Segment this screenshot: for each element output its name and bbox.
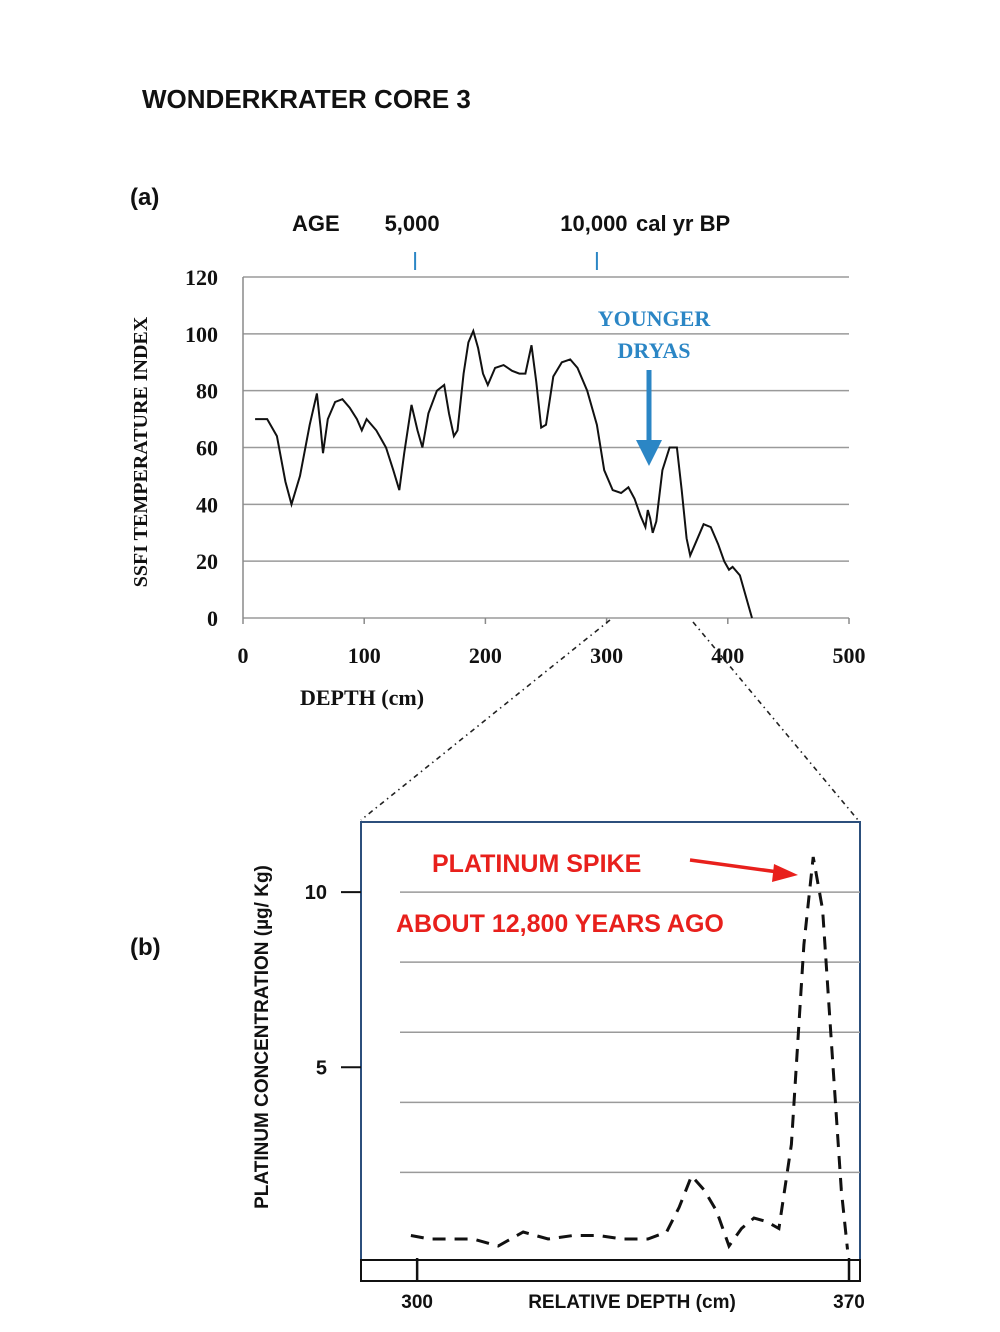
panel-a-y-tick-label: 100 (185, 322, 218, 347)
younger-dryas-label-line1: YOUNGER (598, 306, 712, 331)
panel-a-y-axis-label: SSFI TEMPERATURE INDEX (130, 316, 152, 587)
age-axis-tick-label: 5,000 (385, 211, 440, 236)
platinum-spike-age-label: ABOUT 12,800 YEARS AGO (396, 910, 724, 938)
platinum-spike-label: PLATINUM SPIKE (432, 850, 641, 878)
panel-b-frame (360, 821, 861, 1261)
platinum-spike-arrow (689, 858, 798, 882)
figure-title: WONDERKRATER CORE 3 (142, 84, 471, 114)
panel-a-y-tick-label: 0 (207, 606, 218, 631)
panel-b-x-axis-bar (360, 1259, 861, 1282)
panel-a-gridlines (243, 276, 849, 619)
panel-b-x-tick-label: 370 (833, 1292, 865, 1313)
panel-b-y-ticks: 5 10 (305, 882, 361, 1079)
panel-a-y-tick-labels: 0 20 40 60 80 100 120 (185, 265, 218, 631)
panel-a-y-tick-label: 40 (196, 492, 218, 517)
panel-b-label: (b) (130, 934, 161, 961)
age-axis-label: AGE (292, 211, 340, 236)
panel-b-gridlines (400, 891, 860, 1174)
age-axis-tick-label: 10,000 (560, 211, 627, 236)
panel-a-x-tick-label: 500 (833, 643, 866, 668)
zoom-connector-lines (360, 619, 859, 821)
panel-a-x-tick-label: 100 (348, 643, 381, 668)
panel-b-x-tick-label: 300 (401, 1292, 433, 1313)
age-axis-unit: cal yr BP (636, 211, 730, 236)
panel-a-label: (a) (130, 184, 159, 211)
panel-a-x-tick-label: 300 (590, 643, 623, 668)
panel-b-y-axis-label: PLATINUM CONCENTRATION (µg/ Kg) (252, 865, 273, 1209)
panel-b-y-tick-label: 5 (316, 1057, 327, 1079)
panel-b-x-axis-label: RELATIVE DEPTH (cm) (528, 1292, 736, 1313)
panel-b: (b) 5 10 300 370 RELATIVE DEPTH (cm) PLATI… (130, 821, 865, 1313)
panel-a: (a) AGE 5,000 10,000 cal yr BP 0 20 40 60 80 1… (130, 184, 866, 710)
panel-a-x-tick-label: 200 (469, 643, 502, 668)
younger-dryas-label-line2: DRYAS (618, 338, 691, 363)
panel-a-y-tick-label: 120 (185, 265, 218, 290)
panel-a-x-axis-label: DEPTH (cm) (300, 685, 424, 710)
panel-a-y-tick-label: 20 (196, 549, 218, 574)
age-axis-ticks: 5,000 10,000 (385, 211, 628, 270)
panel-a-x-tick-label: 0 (238, 643, 249, 668)
panel-b-x-ticks: 300 370 (401, 1258, 865, 1313)
panel-a-x-tick-labels: 0 100 200 300 400 500 (238, 618, 866, 668)
younger-dryas-arrow (636, 370, 662, 466)
panel-a-x-tick-label: 400 (711, 643, 744, 668)
platinum-series-line (410, 856, 849, 1250)
panel-a-y-tick-label: 60 (196, 436, 218, 461)
panel-a-y-tick-label: 80 (196, 379, 218, 404)
panel-b-y-tick-label: 10 (305, 882, 327, 904)
temperature-series-line (255, 328, 753, 619)
